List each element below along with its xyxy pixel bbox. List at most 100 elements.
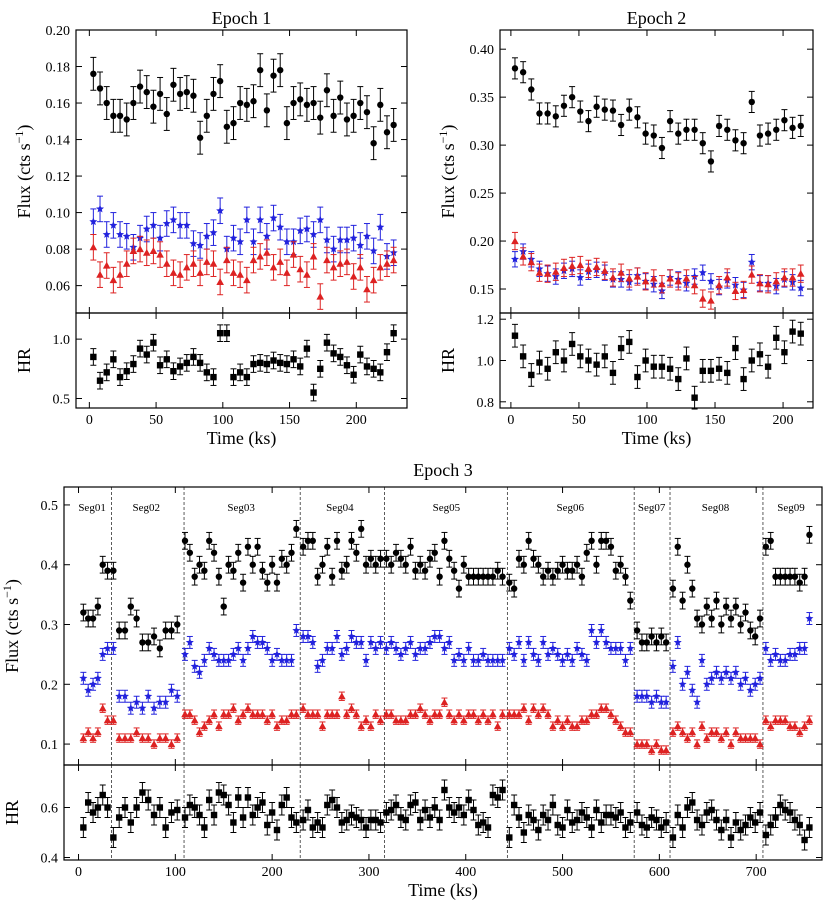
data-point xyxy=(421,644,430,652)
data-point xyxy=(662,639,670,646)
data-point xyxy=(796,821,803,829)
data-point xyxy=(731,668,740,676)
data-point xyxy=(397,814,405,821)
data-point xyxy=(258,638,267,646)
series-circle xyxy=(80,519,813,658)
data-point xyxy=(94,603,102,610)
data-point xyxy=(479,819,487,826)
y-tick-label: 0.35 xyxy=(470,91,495,106)
data-point xyxy=(268,561,276,568)
data-point xyxy=(115,814,123,821)
data-point xyxy=(781,656,790,664)
data-point xyxy=(362,824,370,831)
data-point xyxy=(376,263,385,271)
data-point xyxy=(782,573,789,580)
data-point xyxy=(263,716,272,724)
data-point xyxy=(377,369,384,376)
data-point xyxy=(89,809,97,816)
data-point xyxy=(126,734,135,742)
data-point xyxy=(205,716,214,724)
y-tick-label: 0.30 xyxy=(470,139,495,154)
data-point xyxy=(196,561,203,568)
data-point xyxy=(121,804,129,811)
data-point xyxy=(290,99,297,107)
y-tick-label: 0.2 xyxy=(41,678,59,693)
data-point xyxy=(622,573,629,580)
data-point xyxy=(289,250,298,258)
data-point xyxy=(288,814,295,821)
data-point xyxy=(353,549,360,556)
data-point xyxy=(173,734,182,742)
data-point xyxy=(397,716,405,724)
data-point xyxy=(666,274,674,282)
data-point xyxy=(349,233,358,242)
data-point xyxy=(578,573,586,580)
data-point xyxy=(132,698,141,706)
data-point xyxy=(256,215,265,224)
data-point xyxy=(249,811,256,819)
data-point xyxy=(122,259,131,267)
data-point xyxy=(392,644,401,652)
data-point xyxy=(484,656,493,664)
data-point xyxy=(762,543,770,550)
data-point xyxy=(169,269,178,276)
data-point xyxy=(249,256,258,264)
data-point xyxy=(126,704,135,712)
data-point xyxy=(143,351,150,358)
data-point xyxy=(150,103,157,110)
x-tick-label: 0 xyxy=(507,413,514,428)
data-point xyxy=(129,247,138,254)
data-point xyxy=(323,339,331,346)
data-point xyxy=(190,716,199,724)
data-point xyxy=(788,273,797,281)
data-point xyxy=(150,740,158,748)
data-point xyxy=(377,555,384,562)
data-point xyxy=(678,680,687,688)
data-point xyxy=(585,357,592,364)
data-point xyxy=(363,285,371,293)
data-point xyxy=(510,255,519,263)
data-point xyxy=(674,277,683,285)
data-point xyxy=(612,814,620,821)
data-point xyxy=(324,543,331,550)
data-point xyxy=(682,274,691,282)
data-point xyxy=(573,644,582,652)
data-point xyxy=(407,543,414,550)
panel-frame xyxy=(63,764,823,861)
data-point xyxy=(582,656,591,664)
data-point xyxy=(236,99,244,107)
data-point xyxy=(756,351,764,358)
data-point xyxy=(256,66,264,74)
data-point xyxy=(210,710,218,718)
data-point xyxy=(536,110,543,117)
data-point xyxy=(752,819,759,826)
data-point xyxy=(622,824,629,831)
data-point xyxy=(296,226,305,235)
data-point xyxy=(460,561,468,568)
data-point xyxy=(210,650,219,658)
data-point xyxy=(446,555,453,562)
data-point xyxy=(401,716,410,724)
data-point xyxy=(319,561,326,568)
data-point xyxy=(634,373,641,381)
data-point xyxy=(316,292,325,300)
data-point xyxy=(239,710,247,718)
data-point xyxy=(713,597,720,604)
series-star xyxy=(79,612,814,715)
data-point xyxy=(558,722,567,730)
data-point xyxy=(109,221,118,229)
data-point xyxy=(236,369,244,376)
data-point xyxy=(484,716,492,724)
data-point xyxy=(317,365,324,373)
data-point xyxy=(698,821,706,829)
data-point xyxy=(766,722,775,730)
data-point xyxy=(698,268,707,277)
data-point xyxy=(407,801,414,809)
data-point xyxy=(333,632,341,640)
data-point xyxy=(756,809,764,816)
data-point xyxy=(308,710,317,718)
x-tick-label: 150 xyxy=(279,413,300,428)
data-point xyxy=(742,609,749,616)
data-point xyxy=(170,367,177,375)
data-point xyxy=(773,334,780,341)
